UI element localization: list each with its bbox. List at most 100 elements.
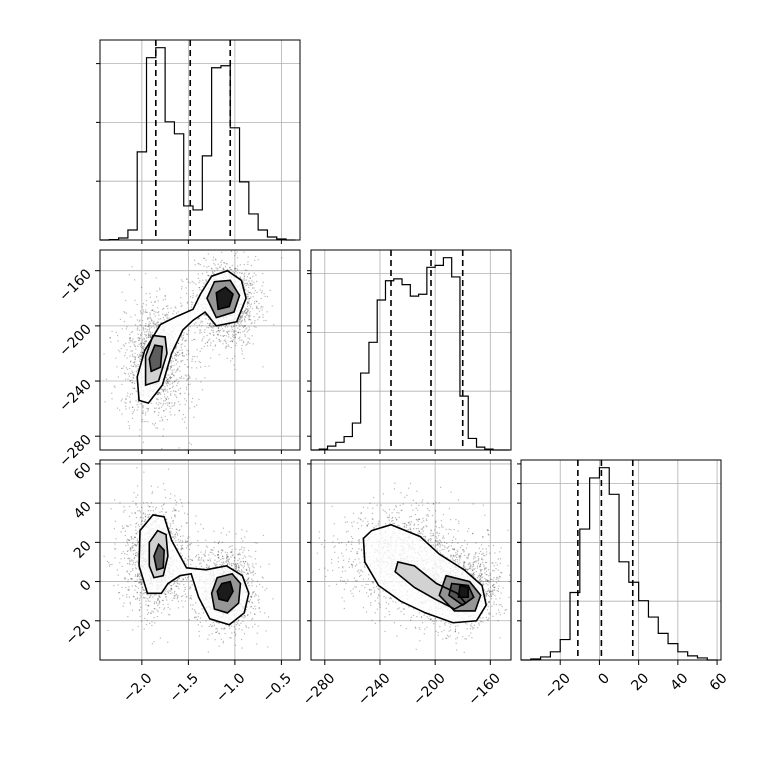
sample-point [191, 559, 193, 562]
sample-point [138, 582, 140, 584]
sample-point [211, 268, 213, 270]
sample-point [139, 338, 141, 340]
sample-point [162, 313, 164, 315]
sample-point [167, 641, 169, 643]
sample-point [252, 275, 254, 278]
sample-point [131, 559, 133, 561]
sample-point [135, 356, 137, 358]
sample-point [202, 527, 204, 530]
sample-point [121, 525, 124, 527]
sample-point [147, 516, 149, 518]
sample-point [200, 381, 202, 383]
sample-point [174, 509, 176, 511]
sample-point [235, 633, 237, 635]
sample-point [142, 517, 144, 519]
sample-point [132, 365, 134, 368]
sample-point [175, 585, 177, 587]
sample-point [137, 541, 139, 544]
sample-point [238, 549, 241, 551]
sample-point [173, 580, 176, 582]
sample-point [215, 565, 217, 567]
sample-point [218, 645, 220, 647]
sample-point [253, 591, 255, 593]
sample-point [212, 324, 214, 327]
sample-point [209, 332, 211, 334]
sample-point [217, 550, 219, 552]
sample-point [141, 356, 143, 358]
sample-point [214, 264, 216, 266]
sample-point [125, 408, 127, 410]
sample-point [201, 321, 204, 323]
sample-point [181, 418, 184, 420]
sample-point [139, 609, 141, 611]
sample-point [173, 597, 175, 599]
sample-point [173, 374, 175, 377]
sample-point [202, 612, 205, 614]
sample-point [144, 513, 146, 515]
x-gridlines [141, 40, 282, 240]
sample-point [196, 367, 198, 369]
sample-point [157, 300, 159, 302]
sample-point [198, 286, 200, 289]
sample-point [212, 625, 214, 627]
sample-point [169, 375, 172, 378]
sample-point [255, 255, 257, 258]
sample-point [174, 414, 176, 416]
sample-point [132, 568, 134, 570]
sample-point [148, 334, 150, 336]
sample-point [205, 318, 207, 320]
sample-point [218, 329, 220, 332]
sample-point [193, 355, 196, 358]
sample-point [214, 270, 216, 272]
sample-point [129, 337, 131, 339]
sample-point [256, 313, 258, 315]
sample-point [122, 594, 124, 597]
sample-point [150, 502, 152, 504]
sample-point [235, 342, 237, 344]
sample-point [148, 328, 150, 331]
sample-point [181, 554, 183, 557]
sample-point [185, 541, 187, 543]
sample-point [174, 354, 176, 356]
sample-point [166, 378, 169, 381]
sample-point [244, 616, 246, 618]
sample-point [230, 347, 232, 349]
contour-line [206, 279, 241, 319]
sample-point [230, 551, 233, 553]
sample-point [184, 374, 186, 376]
sample-point [227, 556, 229, 558]
sample-point [148, 605, 150, 607]
sample-point [242, 341, 245, 344]
sample-point [166, 316, 168, 318]
sample-point [183, 377, 185, 379]
sample-point [236, 272, 238, 274]
sample-point [226, 552, 229, 554]
sample-point [217, 551, 220, 553]
sample-point [133, 387, 136, 390]
sample-point [239, 553, 241, 556]
sample-point [131, 393, 133, 395]
sample-point [188, 377, 190, 379]
sample-point [131, 370, 133, 372]
sample-point [222, 330, 225, 332]
sample-point [158, 402, 160, 404]
sample-point [199, 621, 201, 623]
sample-point [145, 623, 147, 626]
sample-point [168, 528, 171, 530]
sample-point [253, 281, 255, 284]
sample-point [149, 622, 151, 625]
sample-point [234, 337, 236, 339]
sample-point [177, 607, 180, 609]
sample-point [167, 381, 169, 383]
sample-point [129, 355, 131, 357]
sample-point [126, 571, 128, 573]
sample-point [180, 375, 183, 378]
sample-point [138, 457, 139, 458]
sample-point [107, 629, 109, 632]
sample-point [221, 549, 223, 551]
sample-point [174, 516, 176, 518]
sample-point [239, 561, 241, 563]
sample-point [181, 339, 183, 341]
sample-point [160, 398, 162, 400]
sample-point [119, 562, 121, 564]
